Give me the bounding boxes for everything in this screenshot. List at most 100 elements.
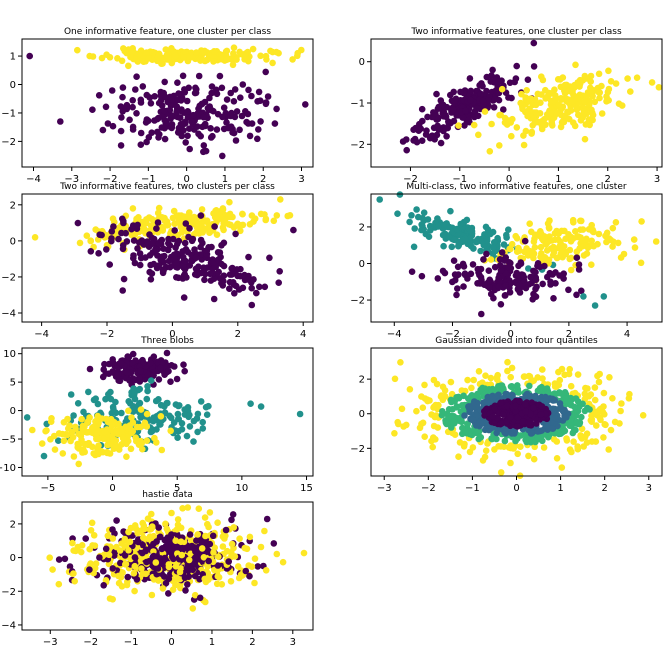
x-tick-label: −2: [445, 329, 460, 340]
data-point: [165, 235, 172, 243]
data-point: [90, 532, 98, 539]
data-point: [467, 270, 475, 278]
subplot-1-points: [26, 44, 309, 160]
y-tick-label: −1: [350, 99, 365, 110]
data-point: [497, 301, 505, 308]
data-point: [561, 81, 569, 89]
data-point: [173, 259, 180, 267]
data-point: [207, 134, 215, 141]
data-point: [277, 196, 284, 203]
data-point: [154, 128, 161, 136]
data-point: [181, 239, 189, 247]
data-point: [549, 395, 556, 403]
data-point: [244, 276, 251, 283]
data-point: [245, 57, 252, 65]
data-point: [434, 275, 442, 282]
data-point: [46, 554, 53, 561]
subplot-5-points: [23, 349, 304, 468]
data-point: [214, 249, 222, 256]
data-point: [425, 233, 433, 240]
data-point: [168, 509, 175, 517]
data-point: [454, 285, 461, 292]
data-point: [150, 552, 158, 560]
data-point: [147, 222, 155, 229]
data-point: [484, 440, 491, 447]
data-point: [257, 52, 264, 60]
x-tick-label: 1: [557, 483, 563, 494]
data-point: [482, 447, 490, 455]
data-point: [543, 247, 551, 254]
data-point: [143, 116, 151, 123]
data-point: [115, 235, 122, 243]
data-point: [545, 224, 553, 231]
data-point: [248, 284, 255, 292]
x-tick-label: 1: [209, 637, 215, 648]
data-point: [450, 236, 458, 244]
data-point: [541, 253, 549, 261]
data-point: [86, 414, 93, 421]
data-point: [250, 276, 257, 283]
data-point: [413, 206, 420, 213]
data-point: [175, 402, 182, 410]
data-point: [129, 205, 137, 212]
data-point: [516, 247, 523, 254]
x-tick-label: 5: [174, 483, 180, 494]
data-point: [184, 108, 191, 115]
data-point: [273, 48, 280, 56]
subplot-2-title: Two informative features, one cluster pe…: [410, 27, 622, 37]
data-point: [465, 403, 473, 410]
data-point: [560, 275, 567, 282]
data-point: [469, 444, 477, 451]
data-point: [94, 400, 102, 408]
data-point: [517, 443, 524, 451]
data-point: [137, 254, 145, 262]
data-point: [637, 259, 645, 267]
data-point: [239, 81, 247, 88]
x-tick-label: −3: [64, 174, 79, 185]
data-point: [266, 254, 273, 262]
data-point: [451, 431, 459, 439]
data-point: [177, 584, 184, 592]
data-point: [269, 59, 276, 67]
data-point: [487, 398, 494, 406]
data-point: [220, 277, 227, 285]
data-point: [220, 239, 228, 247]
data-point: [109, 215, 117, 222]
data-point: [192, 89, 200, 97]
data-point: [245, 120, 252, 127]
data-point: [152, 559, 160, 566]
data-point: [215, 553, 222, 560]
data-point: [110, 405, 117, 413]
subplot-3-points: [31, 196, 297, 309]
data-point: [530, 39, 538, 47]
data-point: [199, 229, 206, 236]
data-point: [129, 126, 137, 133]
data-point: [137, 99, 145, 106]
data-point: [203, 247, 211, 254]
data-point: [190, 438, 197, 445]
data-point: [195, 222, 202, 230]
data-point: [208, 83, 216, 90]
data-point: [432, 436, 439, 443]
data-point: [505, 263, 512, 271]
data-point: [262, 99, 270, 106]
data-point: [526, 247, 534, 255]
data-point: [238, 112, 246, 120]
data-point: [558, 96, 565, 103]
data-point: [426, 222, 434, 230]
data-point: [146, 231, 153, 238]
data-point: [165, 561, 173, 568]
subplot-4-points: [376, 191, 660, 318]
data-point: [118, 409, 125, 417]
data-point: [448, 424, 455, 431]
data-point: [236, 126, 243, 134]
data-point: [453, 225, 461, 233]
axes-frame: [21, 38, 314, 168]
data-point: [243, 545, 251, 553]
data-point: [154, 53, 162, 61]
data-point: [639, 412, 647, 419]
data-point: [417, 125, 425, 132]
data-point: [67, 391, 75, 398]
data-point: [522, 401, 529, 408]
data-point: [75, 430, 82, 438]
